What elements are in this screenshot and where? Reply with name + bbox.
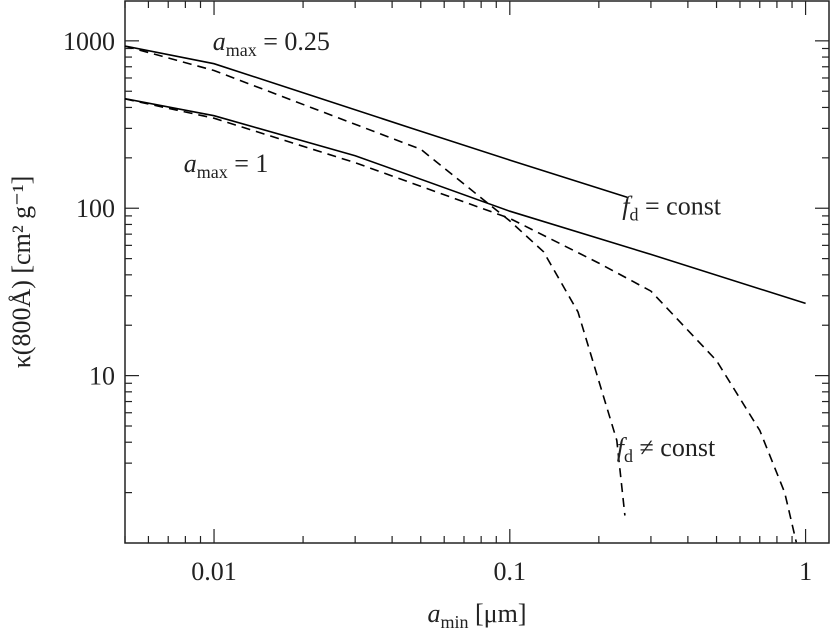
- annotation-sub: d: [629, 204, 638, 224]
- x-tick-label: 0.1: [494, 557, 527, 586]
- line-series: [124, 45, 628, 199]
- annotation: amax = 1: [184, 149, 269, 182]
- x-label-base: a: [428, 599, 441, 628]
- y-axis-label: κ(800Å) [cm² g⁻¹]: [7, 176, 36, 369]
- annotation-text: ≠ const: [633, 433, 716, 462]
- plot-frame: [124, 0, 830, 544]
- annotation-base: a: [213, 27, 226, 56]
- y-tick-label: 1000: [63, 27, 115, 56]
- x-label-rest: [μm]: [469, 599, 527, 628]
- annotation-base: a: [184, 149, 197, 178]
- annotation-text: = 1: [228, 149, 269, 178]
- annotation-text: = const: [638, 191, 721, 220]
- line-series: [124, 97, 806, 305]
- y-tick-label: 100: [76, 194, 115, 223]
- annotation: fd = const: [622, 191, 722, 224]
- line-series: [124, 98, 798, 543]
- y-tick-label: 10: [89, 362, 115, 391]
- x-tick-label: 0.01: [191, 557, 237, 586]
- annotation: amax = 0.25: [213, 27, 330, 60]
- annotation-base: f: [617, 433, 628, 462]
- x-axis-label: amin [μm]: [428, 599, 527, 632]
- x-label-sub: min: [441, 612, 469, 632]
- annotation: fd ≠ const: [617, 433, 716, 466]
- line-series: [124, 45, 626, 516]
- annotation-base: f: [622, 191, 633, 220]
- annotation-sub: max: [197, 162, 228, 182]
- annotation-sub: d: [624, 446, 633, 466]
- x-tick-label: 1: [799, 557, 812, 586]
- annotation-text: = 0.25: [257, 27, 330, 56]
- annotation-sub: max: [226, 40, 257, 60]
